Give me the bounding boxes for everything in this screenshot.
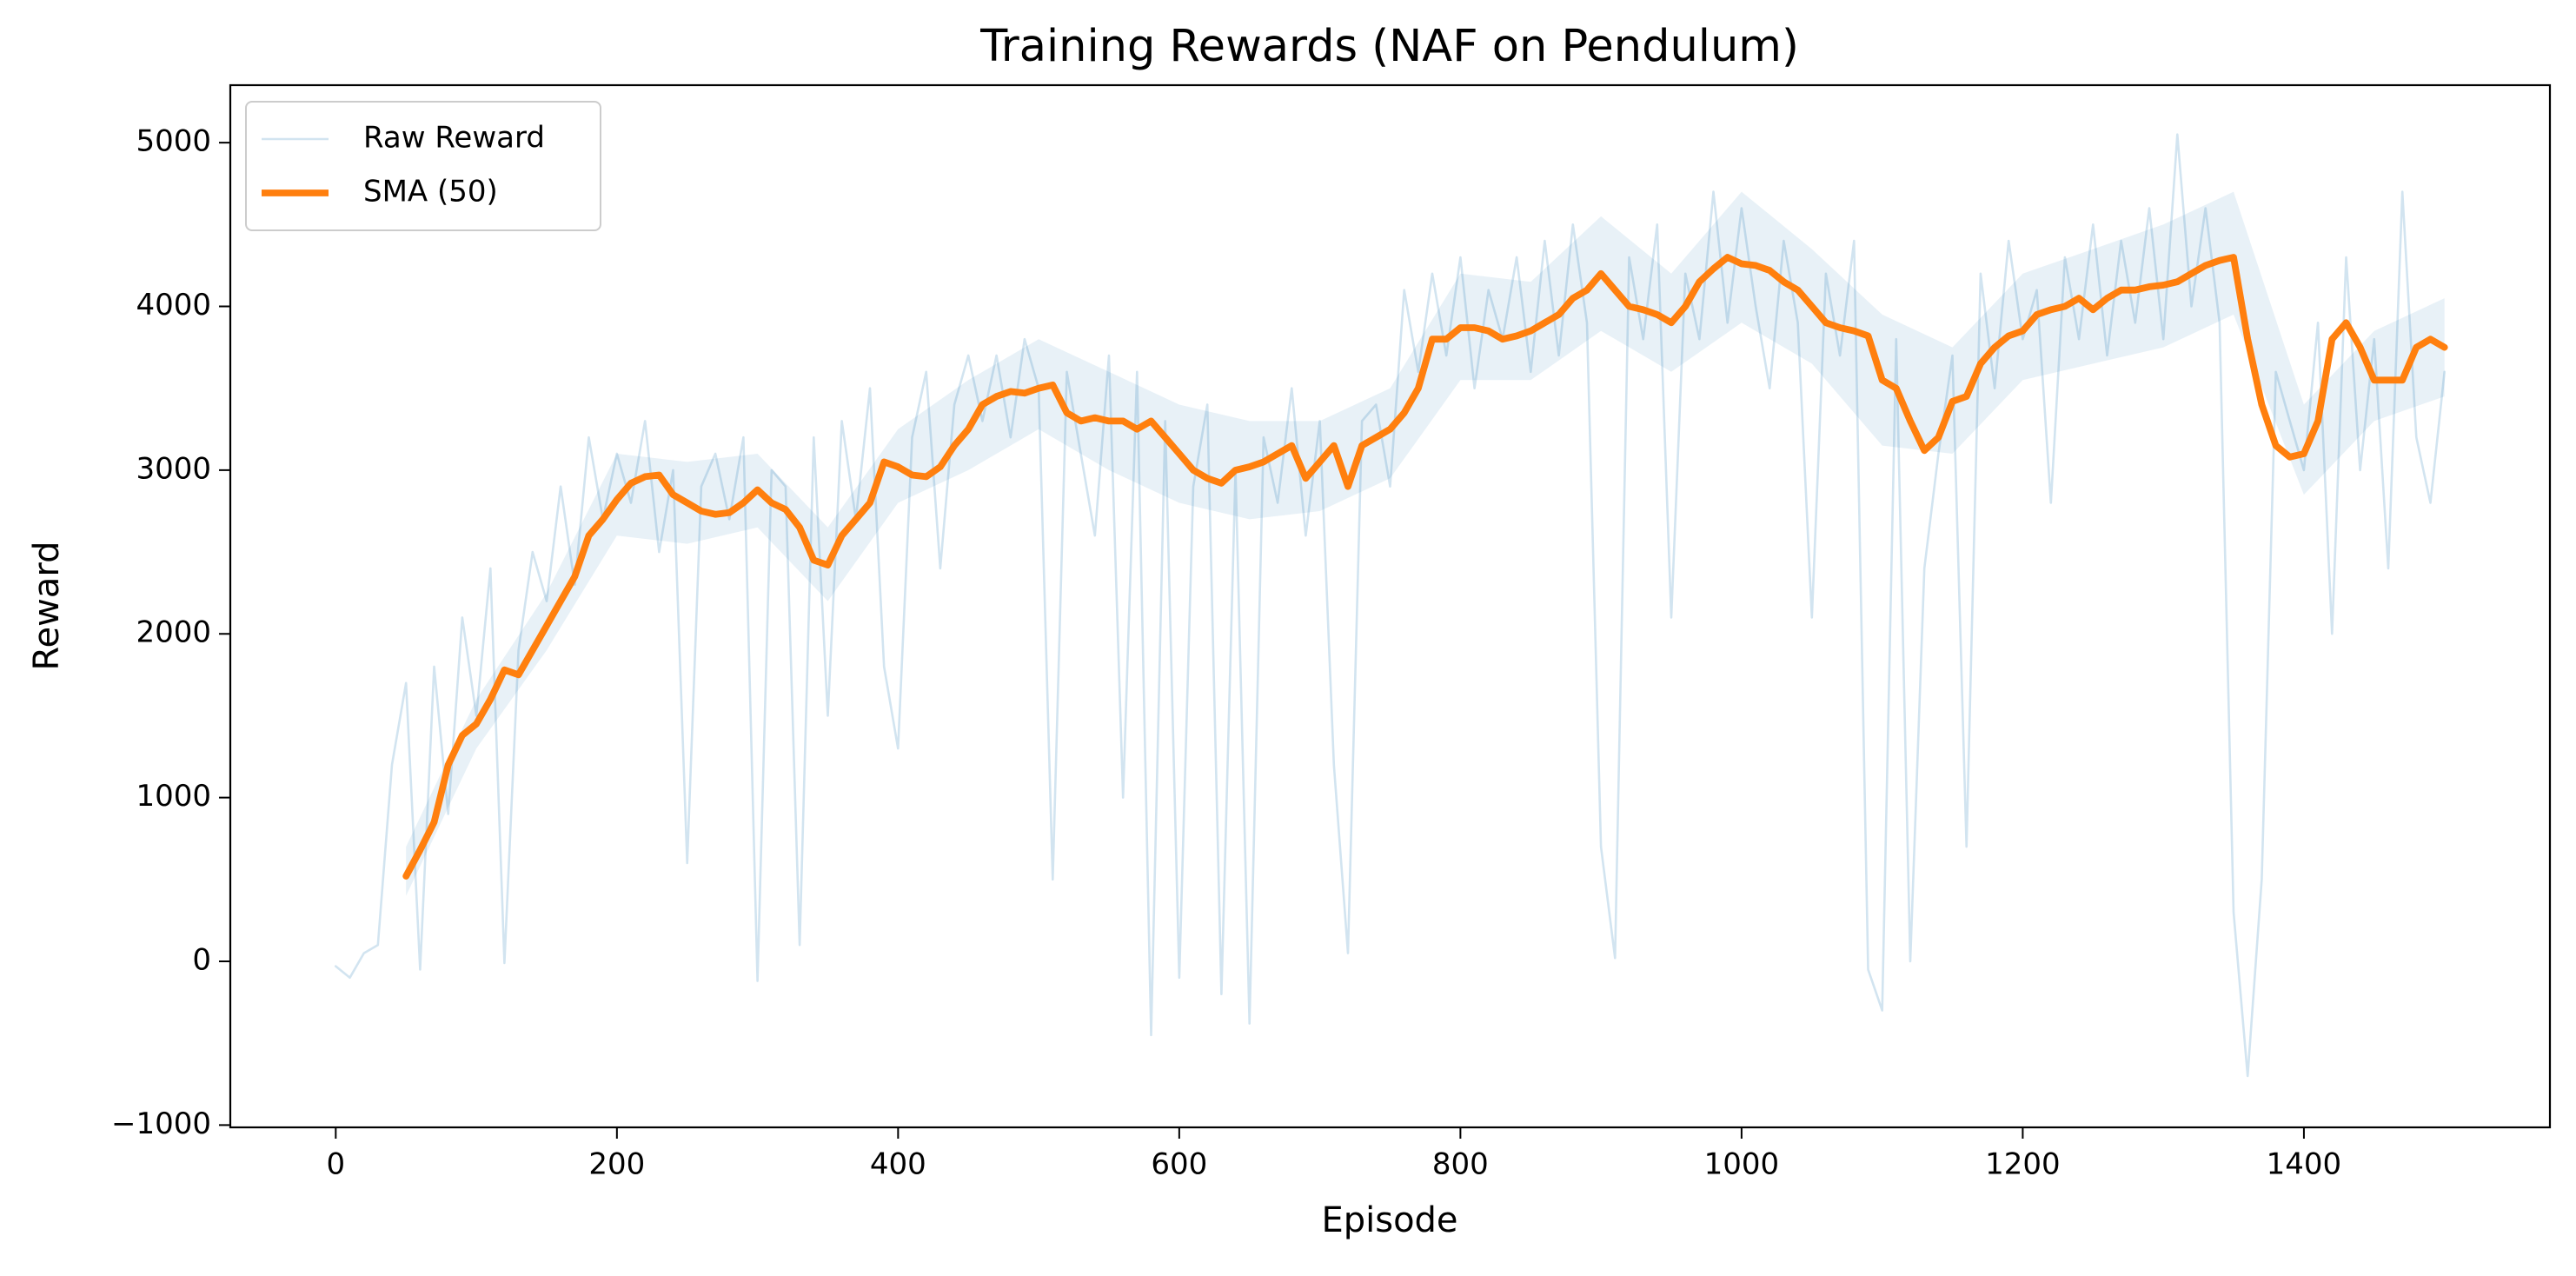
legend-label: Raw Reward [363, 121, 545, 156]
x-tick-label: 800 [1432, 1147, 1489, 1182]
y-tick-label: 4000 [136, 288, 211, 322]
x-tick-label: 400 [870, 1147, 926, 1182]
y-tick-label: −1000 [111, 1107, 211, 1141]
x-tick-label: 1000 [1704, 1147, 1780, 1182]
series-line [335, 133, 2446, 1078]
x-tick-label: 200 [588, 1147, 645, 1182]
y-tick-label: 3000 [136, 451, 211, 486]
y-tick-label: 2000 [136, 615, 211, 650]
x-tick-label: 600 [1151, 1147, 1207, 1182]
chart-title: Training Rewards (NAF on Pendulum) [979, 21, 1799, 72]
legend: Raw Reward SMA (50) [245, 101, 601, 231]
plot-frame [229, 83, 2552, 1129]
legend-label: SMA (50) [363, 175, 498, 209]
x-tick-label: 1400 [2267, 1147, 2342, 1182]
x-tick-label: 1200 [1985, 1147, 2061, 1182]
y-tick-label: 1000 [136, 779, 211, 814]
std-band [406, 191, 2445, 896]
x-tick-label: 0 [326, 1147, 345, 1182]
series-line [402, 254, 2448, 880]
y-axis-label: Reward [27, 542, 67, 671]
legend-box [245, 101, 601, 231]
y-tick-label: 5000 [136, 124, 211, 159]
x-axis-label: Episode [1321, 1200, 1457, 1240]
y-tick-label: 0 [192, 942, 211, 977]
